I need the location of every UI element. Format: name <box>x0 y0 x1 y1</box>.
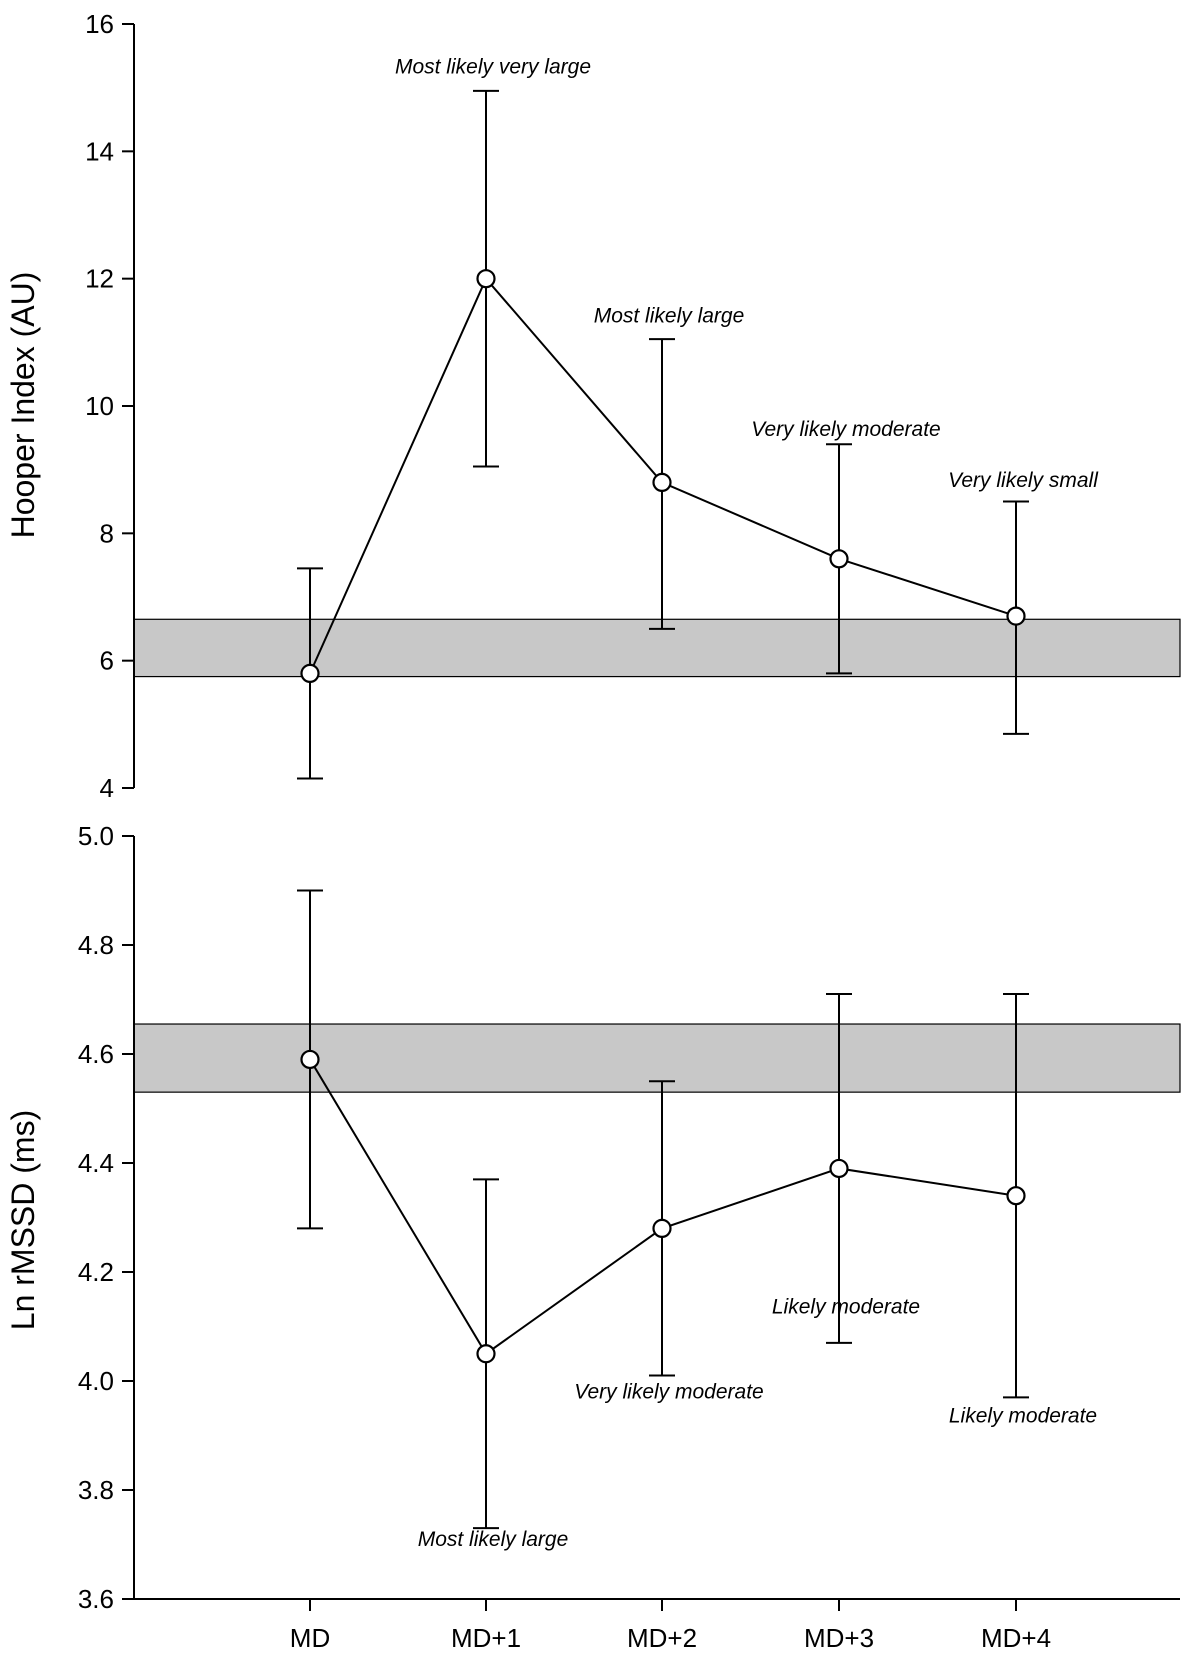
x-tick-label: MD+1 <box>451 1623 521 1653</box>
y-tick-label: 4 <box>100 773 114 803</box>
annotation-label: Likely moderate <box>949 1405 1097 1428</box>
y-tick-label: 5.0 <box>78 821 114 851</box>
data-point <box>476 1344 496 1364</box>
data-point <box>652 1218 672 1239</box>
x-tick-label: MD+2 <box>627 1623 697 1653</box>
annotation-label: Very likely moderate <box>751 418 940 441</box>
y-tick-label: 4.4 <box>78 1148 114 1178</box>
annotation-label: Most likely large <box>418 1528 569 1551</box>
y-tick-label: 10 <box>85 391 114 421</box>
data-point <box>652 472 672 492</box>
y-tick-label: 4.2 <box>78 1257 114 1287</box>
annotation-label: Most likely large <box>594 304 745 327</box>
x-tick-label: MD+3 <box>804 1623 874 1653</box>
y-tick-label: 6 <box>100 646 114 676</box>
data-point <box>476 269 496 289</box>
y-tick-label: 8 <box>100 518 114 548</box>
x-tick-label: MD+4 <box>981 1623 1051 1653</box>
annotation-label: Very likely moderate <box>574 1380 763 1403</box>
y-axis-title: Ln rMSSD (ms) <box>5 1110 41 1330</box>
y-tick-label: 3.6 <box>78 1584 114 1614</box>
y-tick-label: 4.8 <box>78 930 114 960</box>
annotation-label: Most likely very large <box>395 56 591 79</box>
data-point <box>829 549 849 569</box>
data-point <box>300 663 320 684</box>
y-tick-label: 3.8 <box>78 1475 114 1505</box>
data-point <box>1006 1186 1026 1206</box>
y-tick-label: 12 <box>85 264 114 294</box>
annotation-label: Likely moderate <box>772 1295 920 1318</box>
y-tick-label: 4.0 <box>78 1366 114 1396</box>
y-tick-label: 4.6 <box>78 1039 114 1069</box>
ln-rmssd-panel: 3.6 3.8 4.0 4.2 4.4 4.6 4.8 5.0 Ln rMSSD (ms) MD M… <box>5 821 1181 1653</box>
annotation-label: Very likely small <box>948 469 1099 492</box>
y-axis-title: Hooper Index (AU) <box>5 272 41 539</box>
data-point <box>829 1158 849 1179</box>
y-tick-label: 16 <box>85 9 114 39</box>
hooper-index-panel: 4 6 8 10 12 14 16 Hooper Index (AU) Most likely … <box>5 9 1181 803</box>
y-tick-label: 14 <box>85 136 114 166</box>
x-tick-label: MD <box>290 1623 330 1653</box>
data-point <box>300 1049 320 1070</box>
data-point <box>1006 606 1026 626</box>
